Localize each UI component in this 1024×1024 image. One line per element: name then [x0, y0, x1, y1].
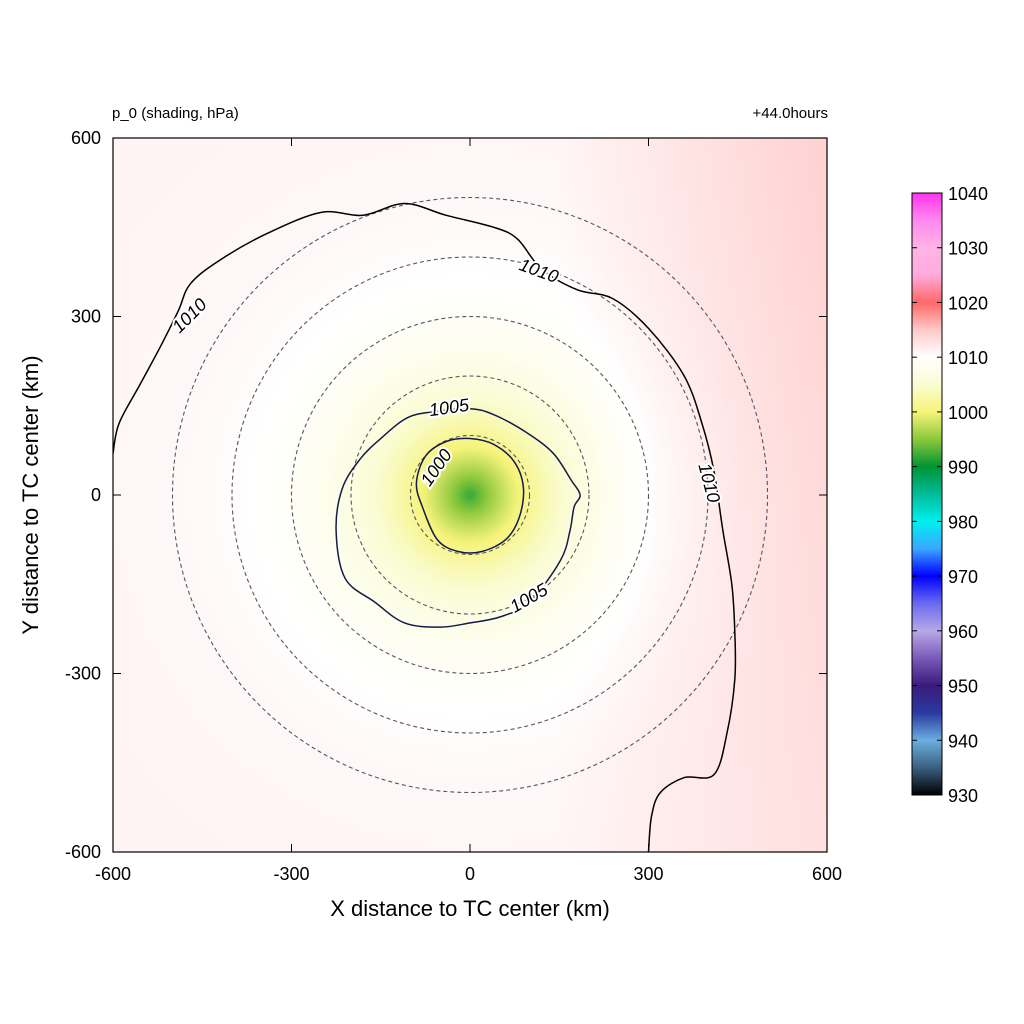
- x-axis: -600 -300 0 300 600: [95, 138, 842, 884]
- colorbar-tick-label: 950: [948, 677, 978, 697]
- contour-1000: [415, 437, 525, 554]
- x-tick-label: -300: [273, 864, 309, 884]
- colorbar: 1040 1030 1020 1010 1000 990 980 970 960 950 940 93…: [911, 184, 988, 806]
- contour-1005: [335, 407, 581, 628]
- colorbar-tick-label: 1000: [948, 403, 988, 423]
- y-tick-label: -300: [65, 664, 101, 684]
- colorbar-tick-label: 930: [948, 786, 978, 806]
- colorbar-tick-label: 980: [948, 512, 978, 532]
- contour-1010: [113, 202, 737, 852]
- colorbar-tick-label: 1020: [948, 293, 988, 313]
- x-tick-label: 300: [633, 864, 663, 884]
- x-tick-label: 600: [812, 864, 842, 884]
- colorbar-tick-label: 940: [948, 731, 978, 751]
- range-ring: [350, 375, 590, 615]
- y-axis: 600 300 0 -300 -600: [65, 128, 827, 862]
- range-ring: [231, 256, 709, 734]
- y-tick-label: -600: [65, 842, 101, 862]
- x-tick-label: -600: [95, 864, 131, 884]
- colorbar-tick-label: 990: [948, 458, 978, 478]
- chart-title-right: +44.0hours: [753, 105, 828, 122]
- x-tick-label: 0: [465, 864, 475, 884]
- colorbar-ticks: 1040 1030 1020 1010 1000 990 980 970 960 950 940 93…: [912, 184, 988, 806]
- range-ring: [290, 315, 650, 675]
- colorbar-tick-label: 960: [948, 622, 978, 642]
- y-tick-label: 300: [71, 307, 101, 327]
- pressure-contours: [113, 202, 737, 852]
- range-rings: [171, 196, 769, 794]
- colorbar-gradient: [911, 192, 943, 796]
- colorbar-tick-label: 1040: [948, 184, 988, 204]
- colorbar-tick-label: 970: [948, 567, 978, 587]
- chart-title-left: p_0 (shading, hPa): [112, 105, 239, 122]
- colorbar-tick-label: 1010: [948, 348, 988, 368]
- colorbar-tick-label: 1030: [948, 239, 988, 259]
- y-tick-label: 0: [91, 485, 101, 505]
- range-ring: [409, 434, 531, 556]
- range-ring: [171, 196, 769, 794]
- y-axis-label: Y distance to TC center (km): [18, 355, 43, 634]
- y-tick-label: 600: [71, 128, 101, 148]
- x-axis-label: X distance to TC center (km): [330, 896, 610, 921]
